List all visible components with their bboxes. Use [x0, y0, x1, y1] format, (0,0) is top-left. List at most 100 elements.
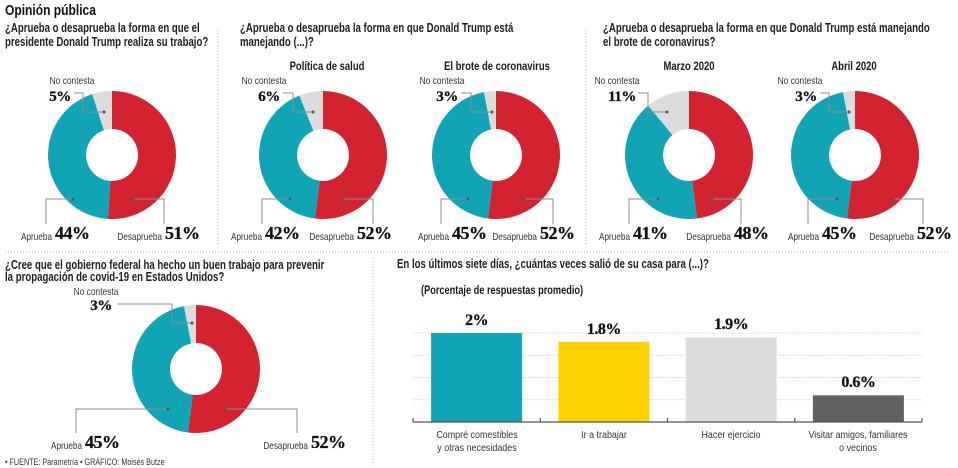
- donut-slice-desaprueba: [846, 91, 919, 220]
- leader-line-aprueba: [440, 198, 468, 224]
- donut-slice-no-contesta: [184, 305, 196, 344]
- slice-value-no-contesta: 5%: [49, 89, 71, 105]
- slice-label-aprueba: Aprueba: [418, 230, 449, 243]
- leader-line-aprueba: [628, 198, 658, 224]
- slice-label-desaprueba: Desaprueba: [263, 439, 308, 452]
- slice-label-aprueba: Aprueba: [51, 439, 82, 452]
- source-label: FUENTE:: [9, 457, 41, 467]
- chart-subtitle-abril-2020: Abril 2020: [831, 59, 877, 73]
- source-name: Parametría: [42, 457, 78, 467]
- donut-slice-no-contesta: [843, 91, 855, 130]
- leader-line-no-contesta: [74, 92, 104, 113]
- leader-line-no-contesta: [820, 92, 849, 113]
- graphic-label: GRÁFICO:: [84, 457, 120, 467]
- bar-category-label: Visitar amigos, familiares: [808, 429, 908, 441]
- leader-dot-no-contesta: [190, 321, 194, 325]
- slice-label-no-contesta: No contesta: [777, 75, 823, 87]
- question-3-line-1: ¿Aprueba o desaprueba la forma en que Do…: [603, 21, 930, 35]
- donut-slice-aprueba: [259, 95, 320, 219]
- slice-value-aprueba: 44%: [55, 223, 90, 243]
- question-2-line-1: ¿Aprueba o desaprueba la forma en que Do…: [240, 21, 514, 35]
- slice-value-no-contesta: 6%: [258, 89, 280, 105]
- slice-value-no-contesta: 3%: [795, 89, 817, 105]
- bar-category-label: Ir a trabajar: [581, 429, 627, 441]
- page-title: Opinión pública: [5, 3, 96, 19]
- leader-dot-desaprueba: [341, 197, 345, 201]
- slice-label-no-contesta: No contesta: [419, 75, 465, 87]
- leader-dot-no-contesta: [847, 110, 851, 114]
- question-4-line-2: la propagación de covid-19 en Estados Un…: [5, 270, 225, 284]
- slice-value-desaprueba: 48%: [734, 223, 769, 243]
- donut-slice-desaprueba: [187, 305, 261, 433]
- bar-visitar-amigos-familiares-o-vecinos: [812, 395, 904, 422]
- question-4-line-1: ¿Cree que el gobierno federal ha hecho u…: [5, 258, 325, 272]
- donut-slice-no-contesta: [299, 91, 323, 131]
- slice-label-desaprueba: Desaprueba: [117, 230, 162, 243]
- leader-line-desaprueba: [343, 198, 374, 224]
- leader-dot-aprueba: [835, 197, 839, 201]
- bar-value-label: 0.6%: [841, 374, 876, 392]
- leader-dot-aprueba: [656, 197, 660, 201]
- donut-slice-aprueba: [790, 92, 852, 219]
- bar-hacer-ejercicio: [685, 337, 777, 422]
- leader-dot-aprueba: [166, 407, 170, 411]
- bar-value-label: 1.8%: [586, 320, 622, 338]
- donut-slice-aprueba: [625, 105, 698, 219]
- leader-dot-no-contesta: [665, 110, 669, 114]
- leader-dot-desaprueba: [223, 407, 227, 411]
- leader-line-no-contesta: [283, 92, 313, 113]
- leader-line-aprueba: [45, 198, 73, 224]
- question-2-line-2: manejando (...)?: [240, 35, 314, 49]
- slice-value-desaprueba: 52%: [917, 223, 952, 243]
- leader-dot-no-contesta: [490, 110, 494, 114]
- slice-label-no-contesta: No contesta: [241, 75, 287, 87]
- slice-label-aprueba: Aprueba: [21, 230, 52, 243]
- slice-label-no-contesta: No contesta: [73, 285, 119, 298]
- leader-line-desaprueba: [225, 408, 298, 433]
- slice-value-desaprueba: 52%: [540, 223, 575, 243]
- leader-dot-desaprueba: [522, 197, 526, 201]
- donut-slice-aprueba: [432, 92, 493, 219]
- slice-value-aprueba: 45%: [85, 432, 120, 452]
- slice-value-aprueba: 42%: [265, 223, 300, 243]
- leader-line-no-contesta: [461, 92, 492, 113]
- question-1-line-2: presidente Donald Trump realiza su traba…: [5, 35, 209, 49]
- bar-category-label: y otras necesidades: [436, 441, 517, 454]
- bar-compre-comestibles-y-otras-necesidades: [431, 333, 523, 422]
- chart-subtitle-brote-de-coronavirus: El brote de coronavirus: [444, 59, 550, 73]
- leader-line-desaprueba: [712, 198, 742, 224]
- bar-ir-a-trabajar: [558, 341, 650, 422]
- bar-category-label: Compré comestibles: [435, 429, 518, 441]
- slice-value-aprueba: 45%: [452, 223, 487, 243]
- slice-label-desaprueba: Desaprueba: [492, 230, 537, 243]
- leader-line-desaprueba: [893, 198, 924, 224]
- slice-value-aprueba: 41%: [633, 223, 668, 243]
- leader-dot-desaprueba: [891, 197, 895, 201]
- bar-chart-subtitle: (Porcentaje de respuestas promedio): [421, 285, 584, 297]
- footer-credits: • FUENTE: Parametría • GRÁFICO: Moisés B…: [5, 457, 165, 467]
- slice-label-aprueba: Aprueba: [788, 230, 819, 243]
- donut-slice-no-contesta: [648, 91, 689, 135]
- slice-label-no-contesta: No contesta: [49, 75, 95, 87]
- donut-slice-no-contesta: [484, 91, 496, 130]
- leader-line-desaprueba: [524, 198, 554, 224]
- footer-bullet: •: [5, 457, 8, 467]
- leader-dot-desaprueba: [710, 197, 714, 201]
- bar-category-label: Hacer ejercicio: [701, 429, 761, 441]
- slice-label-desaprueba: Desaprueba: [686, 230, 731, 243]
- question-3-line-2: el brote de coronavirus?: [603, 35, 716, 49]
- leader-dot-no-contesta: [102, 110, 106, 114]
- donut-slice-desaprueba: [314, 91, 387, 219]
- bar-category-label: o vecinos: [839, 441, 878, 454]
- graphic-author: Moisés Butze: [121, 457, 165, 467]
- footer-bullet: •: [80, 457, 83, 467]
- slice-label-desaprueba: Desaprueba: [869, 230, 914, 243]
- leader-dot-aprueba: [466, 197, 470, 201]
- slice-value-no-contesta: 3%: [90, 298, 112, 314]
- slice-label-aprueba: Aprueba: [231, 230, 262, 243]
- slice-value-no-contesta: 3%: [436, 89, 458, 105]
- leader-dot-aprueba: [288, 197, 292, 201]
